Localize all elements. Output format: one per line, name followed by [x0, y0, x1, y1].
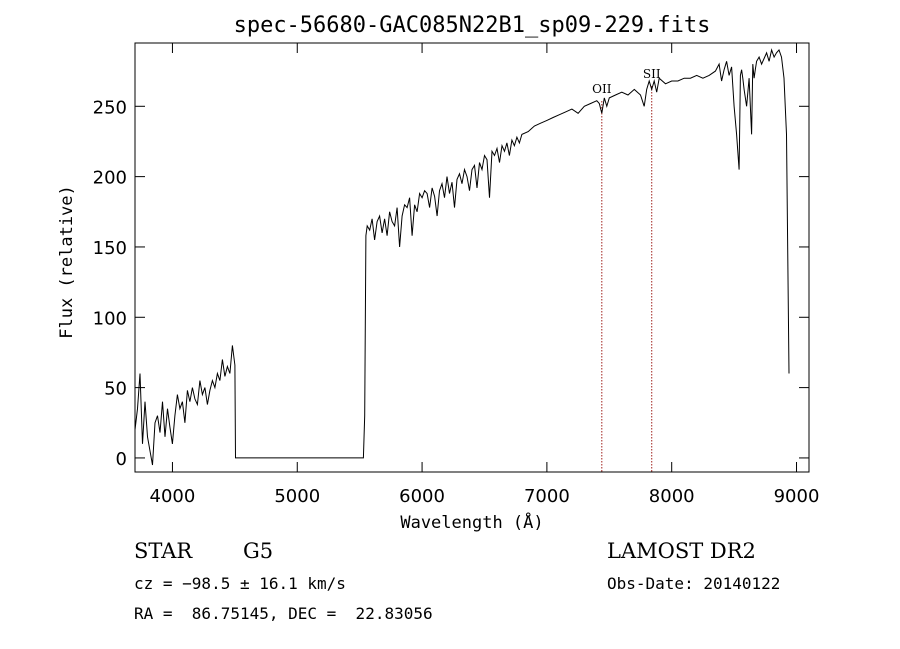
y-tick-label: 50 [104, 379, 127, 400]
redshift-velocity: cz = −98.5 ± 16.1 km/s [134, 574, 346, 593]
spectrum-line [134, 48, 790, 466]
y-tick-label: 0 [116, 449, 127, 470]
x-tick-label: 5000 [274, 486, 320, 507]
ra-dec-coordinates: RA = 86.75145, DEC = 22.83056 [134, 604, 433, 623]
object-subclass: G5 [243, 539, 274, 563]
survey-release: LAMOST DR2 [607, 539, 756, 563]
x-tick-label: 4000 [150, 486, 196, 507]
spectral-line-label: OII [592, 82, 612, 96]
x-tick-label: 8000 [649, 486, 695, 507]
chart-title: spec-56680-GAC085N22B1_sp09-229.fits [234, 13, 711, 38]
x-axis-ticks: 4000 5000 6000 7000 8000 9000 [150, 43, 820, 507]
x-tick-label: 7000 [524, 486, 570, 507]
y-axis-label: Flux (relative) [57, 185, 77, 339]
object-class: STAR [134, 539, 193, 563]
x-tick-label: 6000 [399, 486, 445, 507]
plot-frame [134, 42, 810, 473]
y-axis-ticks: 0 50 100 150 200 250 [93, 97, 809, 470]
y-tick-label: 100 [93, 308, 127, 329]
spectral-line-label: SII [643, 67, 661, 81]
spectral-line-markers: OII SII [592, 67, 661, 472]
observation-date: Obs-Date: 20140122 [607, 574, 781, 593]
y-tick-label: 250 [93, 97, 127, 118]
x-tick-label: 9000 [774, 486, 820, 507]
y-tick-label: 200 [93, 168, 127, 189]
x-axis-label: Wavelength (Å) [400, 511, 543, 533]
y-tick-label: 150 [93, 238, 127, 259]
